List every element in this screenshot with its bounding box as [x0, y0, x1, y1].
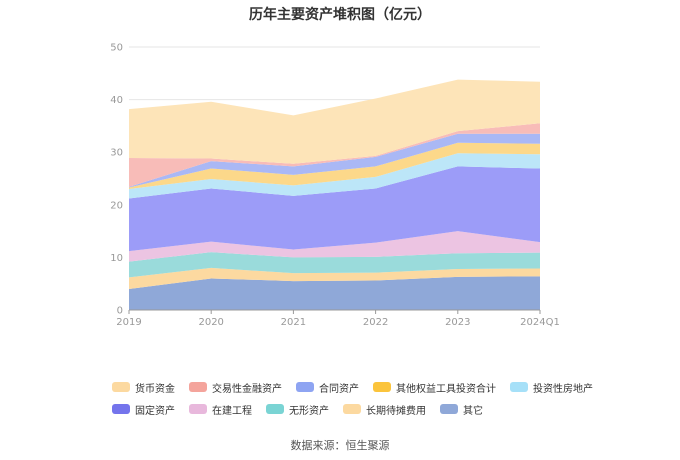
legend-swatch: [266, 404, 284, 414]
legend-swatch: [189, 382, 207, 392]
legend-label: 其他权益工具投资合计: [396, 383, 496, 395]
x-tick-label: 2024Q1: [520, 317, 560, 328]
x-tick-label: 2020: [198, 317, 223, 328]
source-note: 数据来源：恒生聚源: [290, 439, 390, 452]
legend-item[interactable]: 交易性金融资产: [189, 380, 282, 395]
legend-swatch: [440, 404, 458, 414]
legend-label: 交易性金融资产: [212, 383, 282, 395]
x-tick-label: 2019: [116, 317, 141, 328]
legend-item[interactable]: 货币资金: [112, 380, 175, 395]
legend-item[interactable]: 合同资产: [296, 380, 359, 395]
legend-label: 长期待摊费用: [366, 405, 426, 417]
area-其它: [129, 276, 540, 310]
area-在建工程: [129, 231, 540, 262]
chart-title: 历年主要资产堆积图（亿元）: [249, 7, 431, 23]
legend-item[interactable]: 固定资产: [112, 402, 175, 417]
legend-row: 货币资金 交易性金融资产 合同资产 其他权益工具投资合计 投资性房地产: [112, 376, 593, 398]
legend-label: 在建工程: [212, 405, 252, 417]
legend-swatch: [343, 404, 361, 414]
legend-swatch: [189, 404, 207, 414]
x-tick-label: 2023: [445, 317, 470, 328]
legend-swatch: [112, 382, 130, 392]
area-投资性房地产: [129, 153, 540, 199]
y-tick-label: 10: [110, 253, 123, 264]
legend-label: 合同资产: [319, 383, 359, 395]
legend-item[interactable]: 其他权益工具投资合计: [373, 380, 496, 395]
y-tick-label: 20: [110, 200, 123, 211]
area-合同资产: [129, 133, 540, 188]
legend-item[interactable]: 长期待摊费用: [343, 402, 426, 417]
area-货币资金: [129, 79, 540, 164]
legend-item[interactable]: 其它: [440, 402, 483, 417]
y-tick-label: 0: [117, 306, 123, 317]
legend-swatch: [373, 382, 391, 392]
axes: 0 10 20 30 40 50 2019 2020 2021 2022 2023 2024Q1: [110, 43, 560, 329]
legend-swatch: [296, 382, 314, 392]
area-固定资产: [129, 166, 540, 252]
legend-swatch: [112, 404, 130, 414]
x-tick-label: 2021: [281, 317, 306, 328]
y-tick-label: 40: [110, 95, 123, 106]
legend-item[interactable]: 投资性房地产: [510, 380, 593, 395]
legend: 货币资金 交易性金融资产 合同资产 其他权益工具投资合计 投资性房地产 固定资产 在建工程…: [112, 376, 593, 420]
legend-label: 货币资金: [135, 383, 175, 395]
area-长期待摊费用: [129, 267, 540, 289]
y-tick-label: 30: [110, 148, 123, 159]
legend-item[interactable]: 无形资产: [266, 402, 329, 417]
area-series: [129, 79, 540, 310]
y-tick-label: 50: [110, 43, 123, 54]
area-交易性金融资产: [129, 123, 540, 187]
legend-label: 无形资产: [289, 405, 329, 417]
legend-swatch: [510, 382, 528, 392]
legend-row: 固定资产 在建工程 无形资产 长期待摊费用 其它: [112, 398, 592, 420]
area-其他权益工具投资合计: [129, 142, 540, 190]
legend-label: 投资性房地产: [533, 383, 593, 395]
legend-label: 其它: [463, 405, 483, 417]
legend-label: 固定资产: [135, 405, 175, 417]
area-无形资产: [129, 252, 540, 278]
legend-item[interactable]: 在建工程: [189, 402, 252, 417]
x-tick-label: 2022: [363, 317, 388, 328]
